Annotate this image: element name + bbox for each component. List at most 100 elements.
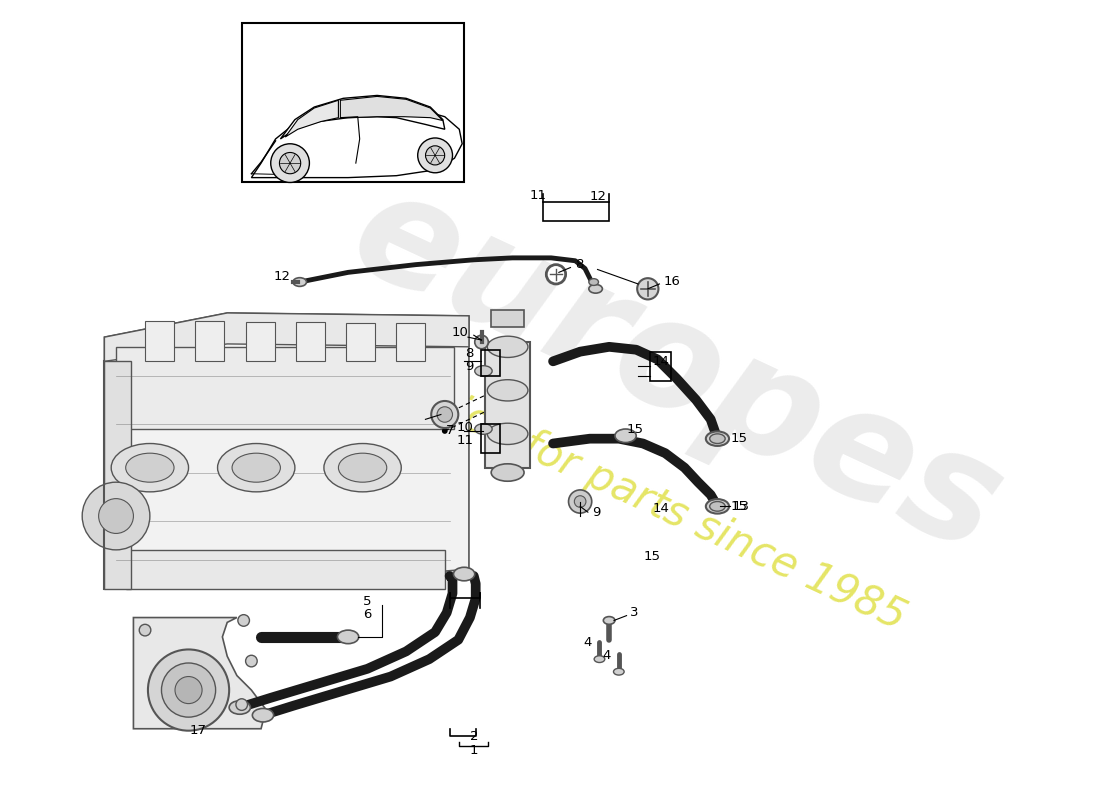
Ellipse shape: [293, 278, 307, 286]
Ellipse shape: [706, 499, 729, 514]
Circle shape: [426, 146, 444, 165]
Bar: [125, 550, 444, 589]
Ellipse shape: [706, 431, 729, 446]
Polygon shape: [252, 107, 462, 178]
Ellipse shape: [111, 443, 188, 492]
Ellipse shape: [614, 668, 624, 675]
Polygon shape: [280, 95, 444, 139]
Text: 15: 15: [732, 432, 748, 445]
Ellipse shape: [229, 701, 251, 714]
Circle shape: [475, 335, 488, 349]
Circle shape: [637, 278, 659, 299]
Polygon shape: [340, 96, 443, 121]
Polygon shape: [133, 618, 266, 729]
Polygon shape: [296, 322, 324, 362]
Text: 3: 3: [630, 606, 639, 619]
Ellipse shape: [338, 630, 359, 644]
Text: 14: 14: [652, 355, 669, 368]
Polygon shape: [396, 323, 426, 362]
Bar: [650, 352, 671, 381]
Bar: [116, 347, 454, 429]
Circle shape: [245, 655, 257, 667]
Polygon shape: [145, 321, 174, 362]
Text: 11: 11: [456, 434, 474, 447]
Circle shape: [431, 401, 459, 428]
Text: 8: 8: [575, 258, 584, 271]
Ellipse shape: [588, 278, 598, 286]
Circle shape: [437, 406, 452, 422]
Text: europes: europes: [330, 156, 1024, 586]
Ellipse shape: [125, 453, 174, 482]
Ellipse shape: [492, 464, 524, 482]
Text: 9: 9: [465, 360, 474, 373]
Circle shape: [418, 138, 452, 173]
Ellipse shape: [487, 336, 528, 358]
Text: 12: 12: [273, 270, 290, 282]
Ellipse shape: [487, 423, 528, 445]
Text: 14: 14: [652, 502, 669, 514]
Circle shape: [162, 663, 216, 717]
Ellipse shape: [252, 709, 274, 722]
Text: 1: 1: [470, 743, 478, 757]
Text: 15: 15: [627, 422, 644, 435]
Text: 2: 2: [470, 730, 478, 743]
Bar: [543, 202, 609, 221]
Text: 15: 15: [644, 550, 661, 563]
Text: 11: 11: [529, 189, 547, 202]
Bar: [481, 350, 499, 376]
Polygon shape: [485, 342, 530, 468]
Circle shape: [99, 498, 133, 534]
Polygon shape: [346, 322, 375, 362]
Circle shape: [547, 265, 565, 284]
Polygon shape: [285, 100, 339, 137]
Circle shape: [279, 153, 300, 174]
Ellipse shape: [339, 453, 387, 482]
Polygon shape: [104, 313, 469, 362]
Bar: [492, 310, 524, 327]
Circle shape: [175, 677, 202, 704]
Text: 4: 4: [603, 649, 612, 662]
Circle shape: [442, 428, 448, 434]
Polygon shape: [104, 313, 469, 589]
Bar: [481, 424, 499, 453]
Text: 6: 6: [363, 608, 372, 621]
Text: 13: 13: [733, 500, 750, 513]
Circle shape: [140, 624, 151, 636]
Ellipse shape: [475, 366, 492, 376]
Ellipse shape: [710, 434, 725, 443]
Bar: [242, 23, 464, 182]
Polygon shape: [196, 321, 224, 362]
Ellipse shape: [475, 424, 492, 434]
Ellipse shape: [603, 617, 615, 624]
Text: 9: 9: [592, 506, 601, 518]
Text: 12: 12: [590, 190, 607, 203]
Ellipse shape: [323, 443, 402, 492]
Ellipse shape: [232, 453, 280, 482]
Text: 15: 15: [732, 500, 748, 513]
Ellipse shape: [710, 502, 725, 511]
Ellipse shape: [588, 285, 603, 293]
Polygon shape: [104, 362, 131, 589]
Circle shape: [238, 614, 250, 626]
Circle shape: [271, 144, 309, 182]
Text: 4: 4: [583, 636, 592, 649]
Text: 5: 5: [363, 594, 372, 608]
Circle shape: [235, 698, 248, 710]
Circle shape: [574, 496, 586, 507]
Circle shape: [147, 650, 229, 730]
Text: 17: 17: [189, 724, 207, 737]
Text: 8: 8: [465, 347, 474, 360]
Ellipse shape: [218, 443, 295, 492]
Ellipse shape: [594, 656, 605, 662]
Circle shape: [569, 490, 592, 513]
Ellipse shape: [487, 380, 528, 401]
Text: 10: 10: [456, 421, 474, 434]
Circle shape: [82, 482, 150, 550]
Text: 7: 7: [446, 425, 454, 438]
Text: 10: 10: [451, 326, 468, 339]
Text: 16: 16: [663, 274, 680, 287]
Ellipse shape: [615, 429, 636, 442]
Circle shape: [442, 412, 448, 418]
Polygon shape: [245, 322, 275, 362]
Ellipse shape: [453, 567, 475, 581]
